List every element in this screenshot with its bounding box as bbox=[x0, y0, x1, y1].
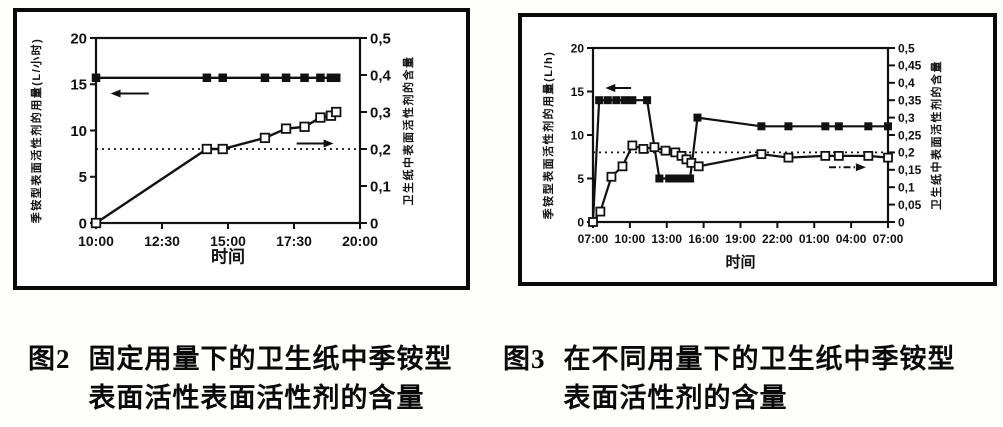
svg-text:10:00: 10:00 bbox=[78, 233, 114, 249]
svg-text:19:00: 19:00 bbox=[725, 232, 756, 246]
svg-text:15: 15 bbox=[571, 85, 585, 99]
svg-text:0,35: 0,35 bbox=[898, 94, 922, 108]
svg-text:12:30: 12:30 bbox=[144, 233, 180, 249]
series-open bbox=[90, 106, 342, 229]
svg-text:0,3: 0,3 bbox=[898, 111, 915, 125]
figure3-frame: 0 5 10 15 20 0 0,05 0,1 0,15 0,2 0,25 0,3 0,35 0,4 0,4… bbox=[518, 13, 997, 286]
svg-text:0,3: 0,3 bbox=[370, 104, 391, 121]
series-filled bbox=[589, 96, 892, 226]
svg-text:0,4: 0,4 bbox=[370, 67, 392, 84]
svg-text:0: 0 bbox=[577, 215, 584, 229]
svg-text:卫生纸中表面活性剂的含量: 卫生纸中表面活性剂的含量 bbox=[929, 60, 943, 210]
svg-text:季铵型表面活性剂的用量(L/h): 季铵型表面活性剂的用量(L/h) bbox=[541, 51, 555, 221]
svg-text:卫生纸中表面活性剂的含量: 卫生纸中表面活性剂的含量 bbox=[401, 56, 415, 206]
svg-text:17:30: 17:30 bbox=[276, 233, 312, 249]
svg-text:04:00: 04:00 bbox=[836, 232, 867, 246]
axis-arrows bbox=[605, 84, 866, 172]
svg-text:0,25: 0,25 bbox=[898, 128, 922, 142]
axes: 0 5 10 15 20 0 0,05 0,1 0,15 0,2 0,25 0,3 0,35 0,4 0,4… bbox=[541, 41, 943, 270]
svg-text:5: 5 bbox=[79, 169, 87, 186]
figure2-caption-line-1: 固定用量下的卫生纸中季铵型 bbox=[88, 344, 453, 374]
figure3-caption-body: 在不同用量下的卫生纸中季铵型 表面活性剂的含量 bbox=[564, 340, 956, 418]
svg-text:0,05: 0,05 bbox=[898, 198, 922, 212]
figure3-caption: 图3 在不同用量下的卫生纸中季铵型 表面活性剂的含量 bbox=[503, 340, 1000, 418]
series-open bbox=[588, 140, 893, 227]
svg-text:时间: 时间 bbox=[211, 247, 245, 267]
figure3-caption-line-1: 在不同用量下的卫生纸中季铵型 bbox=[563, 344, 956, 374]
svg-text:07:00: 07:00 bbox=[873, 232, 904, 246]
figure2-number: 图2 bbox=[28, 344, 71, 374]
svg-text:0,15: 0,15 bbox=[898, 163, 922, 177]
svg-text:0,5: 0,5 bbox=[370, 30, 391, 47]
figure3-chart-svg: 0 5 10 15 20 0 0,05 0,1 0,15 0,2 0,25 0,3 0,35 0,4 0,4… bbox=[541, 41, 943, 270]
axis-arrows bbox=[110, 89, 334, 148]
svg-text:0,2: 0,2 bbox=[898, 146, 915, 160]
svg-text:20:00: 20:00 bbox=[342, 233, 378, 249]
svg-text:0,4: 0,4 bbox=[898, 76, 915, 90]
svg-text:季铵型表面活性剂的用量(L/小时): 季铵型表面活性剂的用量(L/小时) bbox=[29, 38, 43, 225]
svg-text:0,1: 0,1 bbox=[370, 178, 391, 195]
figure2-frame: 0 5 10 15 20 0 0,1 0,2 0,3 0,4 0,5 10:00 12:30 15:00 1… bbox=[13, 8, 470, 290]
svg-text:0: 0 bbox=[79, 215, 87, 232]
svg-text:5: 5 bbox=[577, 172, 584, 186]
svg-text:15: 15 bbox=[70, 77, 87, 94]
svg-text:0,45: 0,45 bbox=[898, 59, 922, 73]
figure3-number: 图3 bbox=[503, 344, 546, 374]
svg-text:10: 10 bbox=[571, 128, 585, 142]
figure2-caption: 图2 固定用量下的卫生纸中季铵型 表面活性表面活性剂的含量 bbox=[28, 340, 506, 418]
svg-text:07:00: 07:00 bbox=[578, 232, 609, 246]
svg-text:20: 20 bbox=[571, 41, 585, 55]
figure2-caption-line-2: 表面活性表面活性剂的含量 bbox=[88, 383, 425, 413]
svg-text:16:00: 16:00 bbox=[688, 232, 719, 246]
figure2-caption-body: 固定用量下的卫生纸中季铵型 表面活性表面活性剂的含量 bbox=[89, 340, 453, 418]
svg-text:0,1: 0,1 bbox=[898, 181, 915, 195]
svg-text:时间: 时间 bbox=[725, 253, 755, 271]
axes: 0 5 10 15 20 0 0,1 0,2 0,3 0,4 0,5 10:00 12:30 15:00 1… bbox=[29, 30, 415, 266]
figure2-chart-svg: 0 5 10 15 20 0 0,1 0,2 0,3 0,4 0,5 10:00 12:30 15:00 1… bbox=[29, 30, 415, 266]
figure3-caption-line-2: 表面活性剂的含量 bbox=[563, 383, 788, 413]
svg-text:0: 0 bbox=[370, 215, 378, 232]
svg-text:22:00: 22:00 bbox=[762, 232, 793, 246]
svg-text:13:00: 13:00 bbox=[651, 232, 682, 246]
svg-text:20: 20 bbox=[70, 30, 87, 47]
svg-text:10: 10 bbox=[70, 123, 87, 140]
svg-text:15:00: 15:00 bbox=[210, 233, 246, 249]
svg-text:10:00: 10:00 bbox=[615, 232, 646, 246]
svg-text:0,5: 0,5 bbox=[898, 41, 915, 55]
svg-text:0: 0 bbox=[898, 215, 905, 229]
svg-text:01:00: 01:00 bbox=[799, 232, 830, 246]
series-filled bbox=[91, 73, 341, 83]
svg-text:0,2: 0,2 bbox=[370, 141, 391, 158]
